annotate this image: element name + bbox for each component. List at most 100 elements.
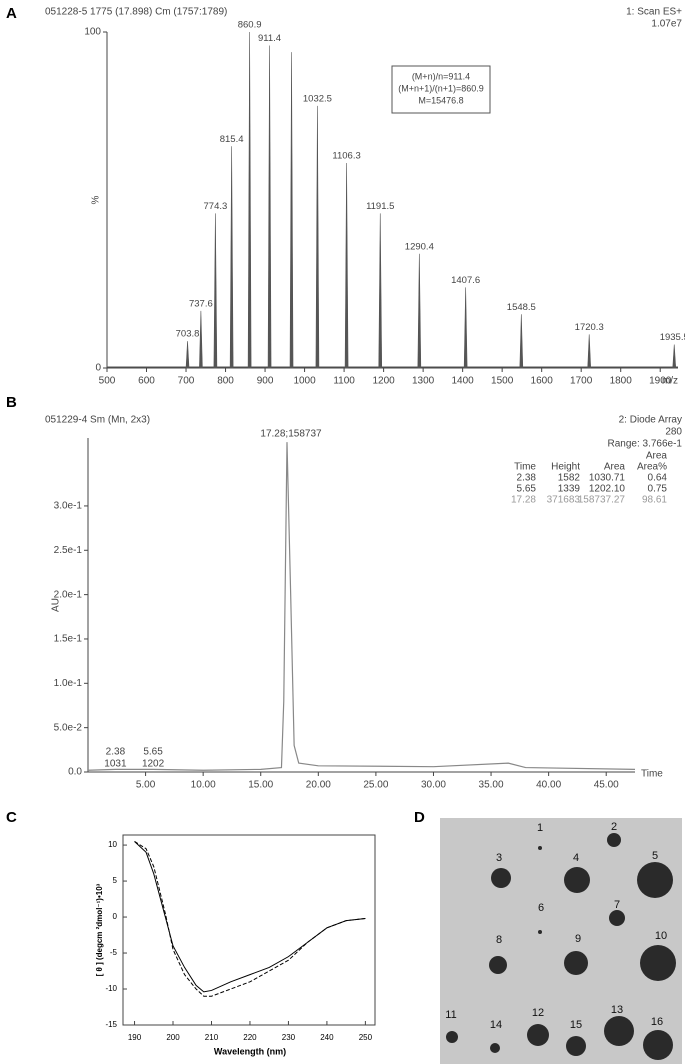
peak-label: 2.38 bbox=[106, 747, 126, 758]
table-cell: 0.75 bbox=[648, 484, 668, 495]
x-tick-label: 35.00 bbox=[479, 780, 504, 791]
blot-dot bbox=[446, 1031, 458, 1043]
x-tick-label: 20.00 bbox=[306, 780, 331, 791]
table-cell: 5.65 bbox=[517, 484, 537, 495]
x-axis-label: m/z bbox=[662, 376, 678, 387]
peak bbox=[267, 45, 272, 369]
table-cell: 1030.71 bbox=[589, 473, 626, 484]
peak bbox=[185, 341, 190, 369]
peak-label: 774.3 bbox=[204, 201, 228, 212]
annotation-box bbox=[391, 65, 491, 114]
x-axis-label: Time bbox=[641, 769, 663, 780]
dot-label: 1 bbox=[537, 822, 543, 834]
blot-dot bbox=[640, 945, 676, 981]
annotation: (M+n+1)/(n+1)=860.9 bbox=[398, 83, 484, 93]
table-header: Area% bbox=[637, 462, 667, 473]
x-tick-label: 1100 bbox=[333, 376, 355, 387]
x-tick-label: 1500 bbox=[491, 376, 514, 387]
y-tick-label: 2.0e-1 bbox=[54, 589, 83, 600]
dot-label: 10 bbox=[655, 930, 667, 942]
x-tick-label: 1400 bbox=[452, 376, 475, 387]
peak bbox=[229, 146, 234, 369]
data-line bbox=[134, 841, 366, 993]
peak bbox=[344, 163, 349, 369]
x-tick-label: 1800 bbox=[610, 376, 633, 387]
annotation: M=15476.8 bbox=[418, 95, 463, 105]
chart-subtitle: 2: Diode Array bbox=[619, 415, 682, 426]
peak-label: 1191.5 bbox=[366, 201, 394, 212]
chart-subtitle: 280 bbox=[665, 427, 682, 438]
y-tick-label: 2.5e-1 bbox=[54, 545, 83, 556]
panel-label: B bbox=[6, 394, 17, 411]
peak bbox=[315, 105, 320, 369]
x-tick-label: 200 bbox=[166, 1033, 180, 1042]
peak bbox=[289, 52, 294, 369]
blot-dot bbox=[604, 1016, 634, 1046]
peak-label: 1032.5 bbox=[303, 93, 332, 104]
peak-label: 1720.3 bbox=[575, 322, 604, 333]
peak-label: 815.4 bbox=[220, 134, 244, 145]
plot-frame bbox=[122, 834, 376, 1026]
data-line bbox=[87, 442, 636, 771]
x-tick-label: 45.00 bbox=[594, 780, 619, 791]
peak bbox=[199, 310, 203, 369]
y-tick-label: 0 bbox=[95, 363, 101, 374]
x-tick-label: 30.00 bbox=[421, 780, 446, 791]
dot-label: 16 bbox=[651, 1016, 663, 1028]
panel-label: A bbox=[6, 5, 17, 22]
dot-label: 11 bbox=[445, 1009, 456, 1021]
panel-label: D bbox=[414, 809, 425, 826]
peak-label: 737.6 bbox=[189, 298, 213, 309]
dot-label: 7 bbox=[614, 899, 620, 911]
y-axis-label: AU bbox=[51, 598, 62, 612]
table-cell: 1339 bbox=[558, 484, 581, 495]
y-tick-label: 5.0e-2 bbox=[54, 722, 83, 733]
table-cell: 0.64 bbox=[648, 473, 668, 484]
blot-membrane bbox=[440, 818, 682, 1064]
blot-dot bbox=[538, 930, 542, 934]
table-cell: 371683 bbox=[547, 495, 581, 506]
blot-dot bbox=[607, 833, 621, 847]
peak bbox=[463, 287, 468, 369]
peak bbox=[378, 213, 383, 369]
peak bbox=[213, 213, 218, 369]
y-tick-label: 1.0e-1 bbox=[54, 678, 83, 689]
blot-dot bbox=[527, 1024, 549, 1046]
peak bbox=[519, 314, 524, 369]
peak-label: 5.65 bbox=[143, 747, 163, 758]
y-tick-label: 1.5e-1 bbox=[54, 634, 83, 645]
x-tick-label: 1000 bbox=[293, 376, 316, 387]
blot-dot bbox=[490, 1043, 500, 1053]
y-tick-label: 100 bbox=[84, 27, 101, 38]
blot-dot bbox=[609, 910, 625, 926]
blot-dot bbox=[637, 862, 673, 898]
blot-dot bbox=[538, 846, 542, 850]
y-tick-label: 3.0e-1 bbox=[54, 501, 83, 512]
annotation: (M+n)/n=911.4 bbox=[412, 71, 470, 81]
peak bbox=[672, 344, 677, 369]
dot-label: 2 bbox=[611, 821, 617, 833]
x-tick-label: 1700 bbox=[570, 376, 593, 387]
x-tick-label: 240 bbox=[320, 1033, 334, 1042]
x-tick-label: 600 bbox=[138, 376, 155, 387]
x-tick-label: 25.00 bbox=[363, 780, 388, 791]
peak-label: 17.28;158737 bbox=[260, 429, 322, 440]
table-cell: 158737.27 bbox=[578, 495, 626, 506]
x-tick-label: 250 bbox=[359, 1033, 373, 1042]
peak-label: 1290.4 bbox=[405, 241, 434, 252]
x-tick-label: 190 bbox=[128, 1033, 142, 1042]
peak-label: 1106.3 bbox=[332, 151, 360, 162]
x-tick-label: 220 bbox=[243, 1033, 257, 1042]
dot-label: 5 bbox=[652, 850, 658, 862]
table-cell: 98.61 bbox=[642, 495, 667, 506]
peak-label: 1407.6 bbox=[451, 275, 480, 286]
y-tick-label: -5 bbox=[110, 948, 118, 957]
x-tick-label: 500 bbox=[99, 376, 116, 387]
dot-label: 8 bbox=[496, 934, 502, 946]
panel-label: C bbox=[6, 809, 17, 826]
table-header: Area bbox=[646, 451, 668, 462]
peak-label: 1548.5 bbox=[507, 302, 536, 313]
table-header: Time bbox=[514, 462, 536, 473]
table-header: Height bbox=[551, 462, 580, 473]
x-tick-label: 40.00 bbox=[536, 780, 561, 791]
